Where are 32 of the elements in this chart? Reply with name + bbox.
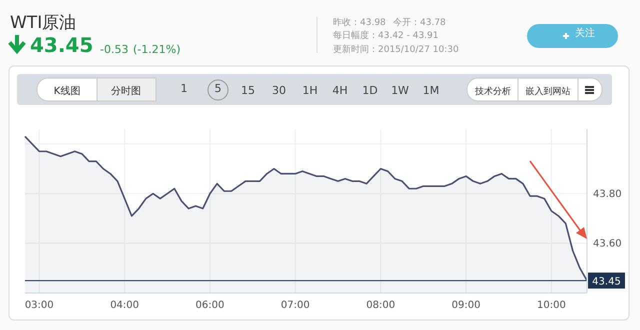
text: 1H xyxy=(302,84,318,97)
text: K线图 xyxy=(54,85,80,97)
text: 1W xyxy=(391,84,410,97)
y-tick-label: 43.80 xyxy=(593,188,622,200)
text: 技术分析 xyxy=(474,86,511,97)
text: 更新时间：2015/10/27 10:30 xyxy=(333,44,459,55)
x-tick-label: 10:00 xyxy=(537,300,566,312)
x-tick-label: 04:00 xyxy=(110,300,140,312)
text: 1M xyxy=(422,84,440,97)
text: 每日幅度：43.42 - 43.91 xyxy=(333,30,438,41)
x-tick-label: 08:00 xyxy=(366,300,396,312)
text: -0.53 xyxy=(100,43,128,56)
ref-line-label: 43.45 xyxy=(592,276,621,288)
text: 15 xyxy=(241,84,255,97)
text: 分时图 xyxy=(111,85,141,97)
text: 4H xyxy=(332,84,348,97)
text: (-1.21%) xyxy=(133,43,180,56)
text: 今开：43.78 xyxy=(393,17,446,28)
chart-subtitle: 43.45 xyxy=(30,33,94,57)
x-tick-label: 06:00 xyxy=(196,300,224,312)
text: 5 xyxy=(214,82,222,96)
text: 1 xyxy=(180,82,188,96)
text: 1D xyxy=(362,84,378,97)
x-tick-label: 07:00 xyxy=(280,300,310,312)
text: 昨收：43.98 xyxy=(333,17,386,28)
text: 30 xyxy=(272,84,286,97)
x-tick-label: 03:00 xyxy=(24,300,54,312)
text: 嵌入到网站 xyxy=(526,86,570,97)
text: 关注 xyxy=(575,27,595,39)
y-tick-label: 43.60 xyxy=(593,238,622,250)
x-tick-label: 09:00 xyxy=(452,300,480,312)
chart-title: WTI原油 xyxy=(10,13,76,33)
